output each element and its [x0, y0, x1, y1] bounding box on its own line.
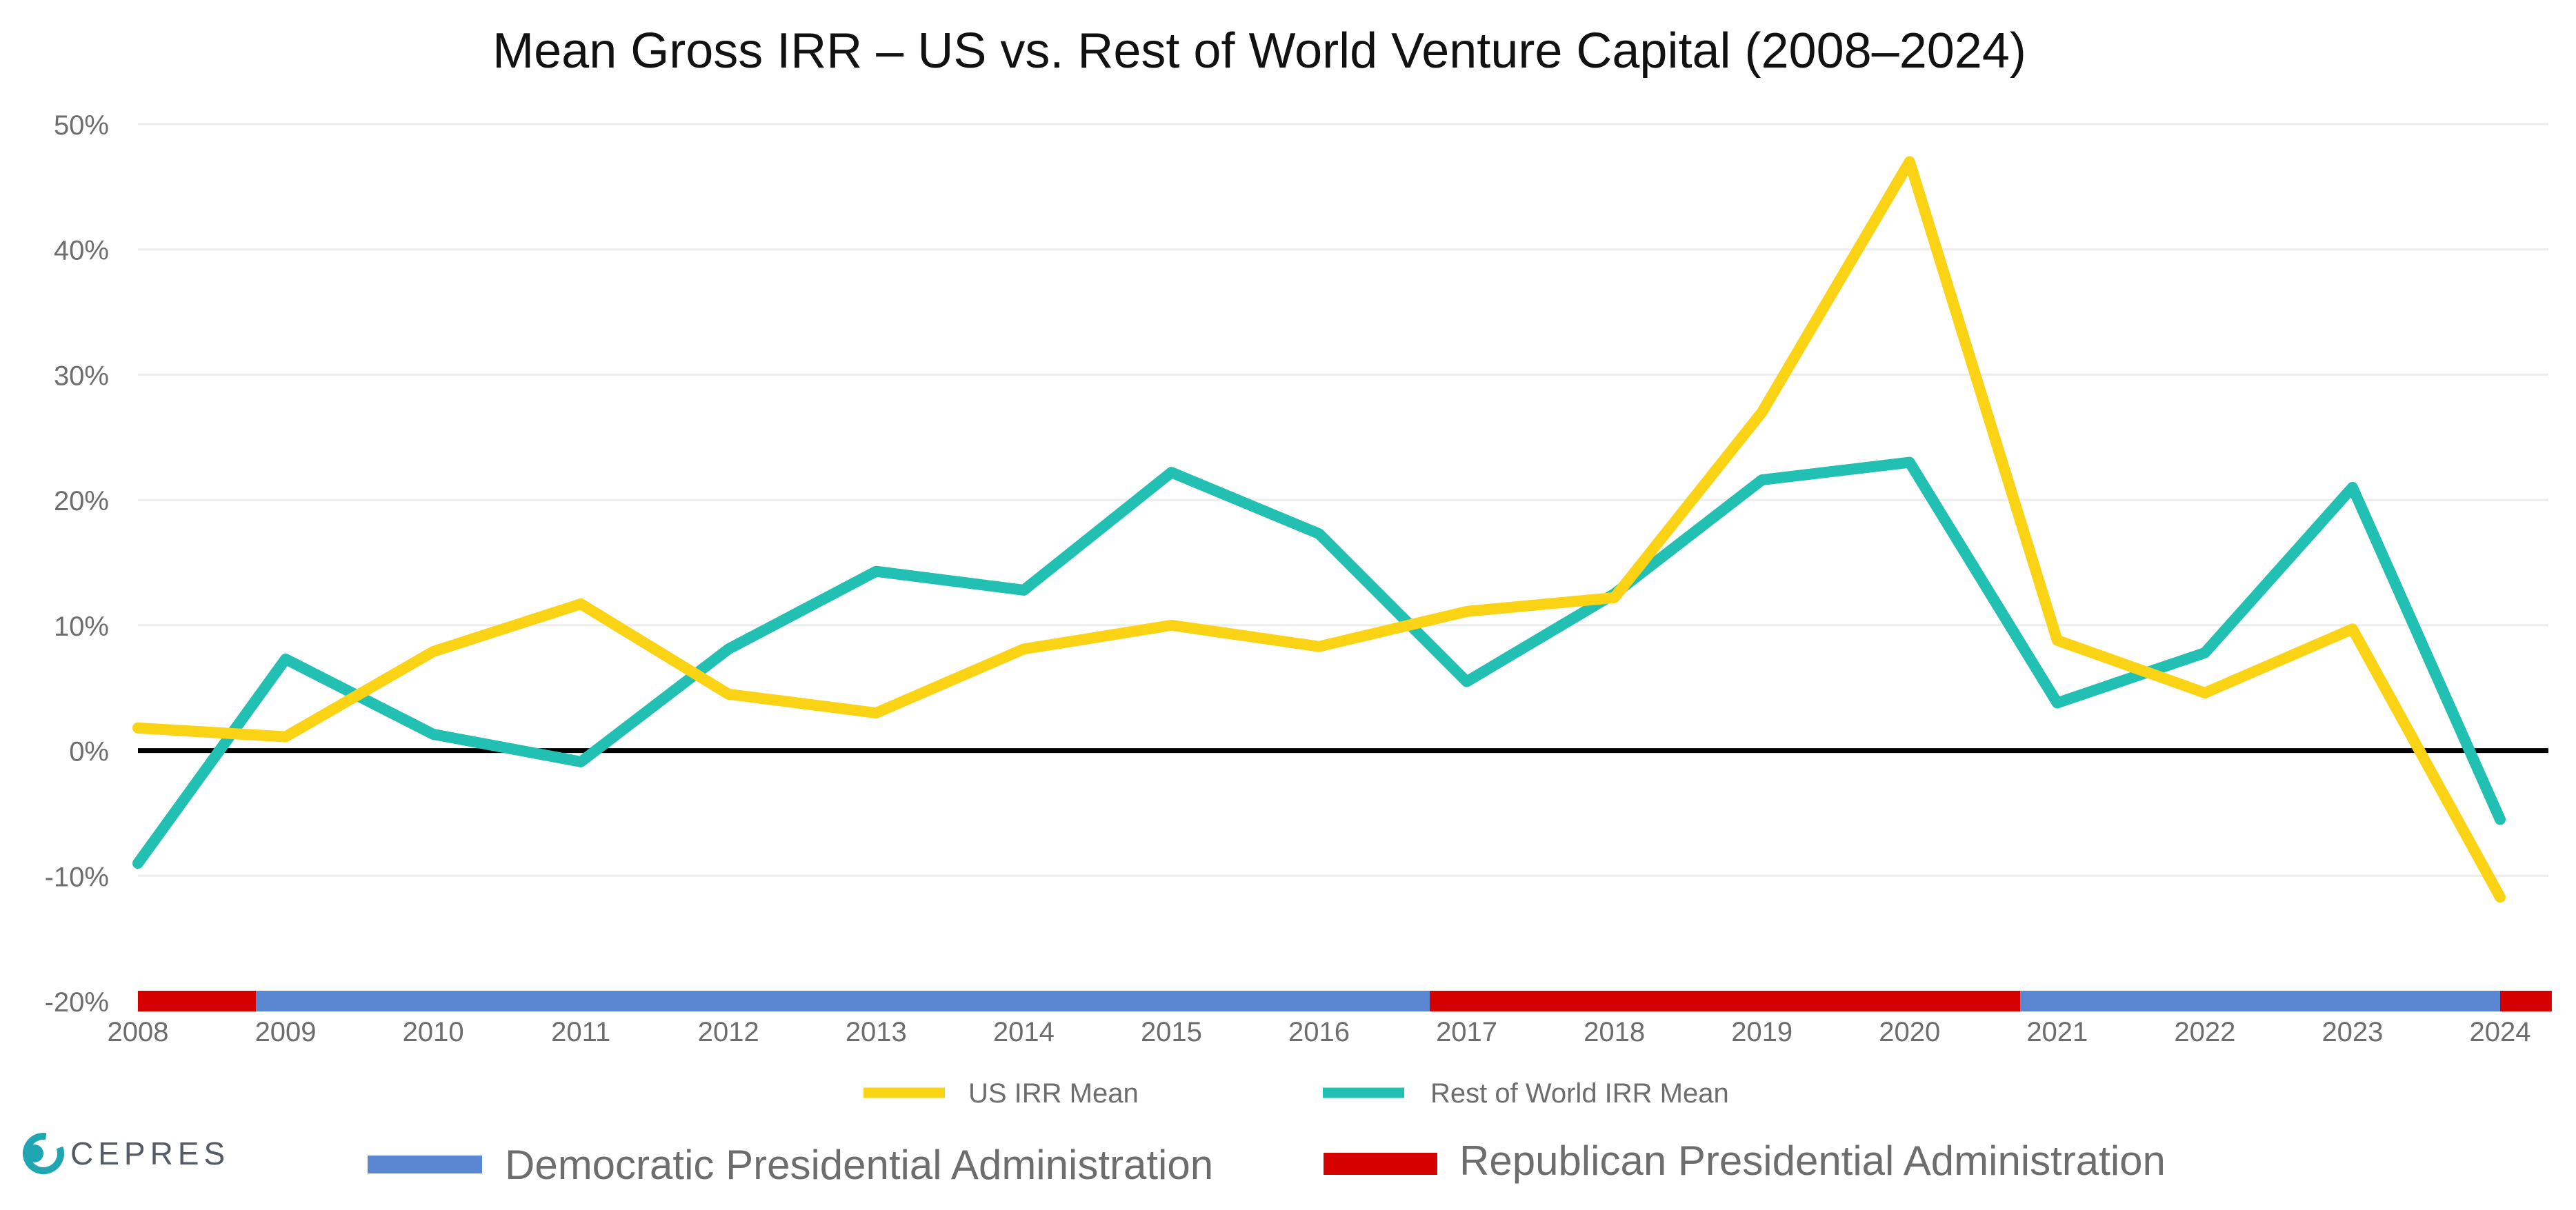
y-tick-label: 40% — [54, 236, 109, 266]
x-tick-label: 2018 — [1584, 1017, 1645, 1047]
y-axis-tick-labels: -20% -10% 0% 10% 20% 30% 40% 50% — [45, 110, 109, 1018]
y-tick-label: 50% — [54, 110, 109, 141]
gridlines — [138, 123, 2548, 877]
cepres-wordmark: CEPRES — [70, 1136, 230, 1171]
x-tick-label: 2024 — [2470, 1017, 2531, 1047]
x-tick-label: 2020 — [1879, 1017, 1940, 1047]
x-tick-label: 2015 — [1141, 1017, 1202, 1047]
x-axis-tick-labels: 2008 2009 2010 2011 2012 2013 2014 2015 2016 2017… — [108, 1017, 2531, 1047]
x-tick-label: 2014 — [993, 1017, 1055, 1047]
legend-democratic-swatch — [368, 1156, 482, 1173]
administration-segment-democratic-1 — [256, 991, 1430, 1011]
x-tick-label: 2021 — [2026, 1017, 2088, 1047]
y-tick-label: 0% — [69, 737, 109, 767]
series-legend: US IRR Mean Rest of World IRR Mean — [863, 1078, 1729, 1109]
cepres-logo-dot — [26, 1145, 43, 1162]
y-tick-label: -20% — [45, 987, 109, 1018]
y-tick-label: 10% — [54, 612, 109, 642]
legend-republican-label: Republican Presidential Administration — [1459, 1138, 2166, 1184]
y-tick-label: 30% — [54, 361, 109, 391]
x-tick-label: 2008 — [108, 1017, 169, 1047]
legend-us-label: US IRR Mean — [968, 1078, 1139, 1109]
x-tick-label: 2009 — [255, 1017, 317, 1047]
x-tick-label: 2017 — [1436, 1017, 1497, 1047]
administration-band — [138, 991, 2552, 1011]
series-line-us-irr-mean — [132, 156, 2506, 903]
y-tick-label: -10% — [45, 862, 109, 892]
cepres-logo: CEPRES — [23, 1133, 230, 1174]
y-tick-label: 20% — [54, 486, 109, 516]
series-lines — [132, 156, 2506, 903]
administration-segment-democratic-3 — [2020, 991, 2500, 1011]
x-tick-label: 2012 — [698, 1017, 759, 1047]
x-tick-label: 2019 — [1731, 1017, 1793, 1047]
x-tick-label: 2010 — [403, 1017, 464, 1047]
series-line-rest-of-world-irr-mean — [132, 456, 2506, 869]
x-tick-label: 2016 — [1288, 1017, 1350, 1047]
administration-segment-republican-4 — [2500, 991, 2552, 1011]
administration-segment-republican-0 — [138, 991, 257, 1011]
x-tick-label: 2022 — [2174, 1017, 2235, 1047]
administration-legend: Democratic Presidential Administration R… — [368, 1138, 2166, 1188]
legend-republican-swatch — [1324, 1153, 1437, 1175]
legend-democratic-label: Democratic Presidential Administration — [505, 1142, 1213, 1188]
cepres-logo-icon — [23, 1133, 64, 1174]
administration-segment-republican-2 — [1430, 991, 2021, 1011]
legend-row-label: Rest of World IRR Mean — [1430, 1078, 1729, 1109]
chart-title: Mean Gross IRR – US vs. Rest of World Ve… — [492, 23, 2026, 79]
x-tick-label: 2023 — [2322, 1017, 2383, 1047]
x-tick-label: 2013 — [846, 1017, 907, 1047]
x-tick-label: 2011 — [551, 1017, 610, 1047]
